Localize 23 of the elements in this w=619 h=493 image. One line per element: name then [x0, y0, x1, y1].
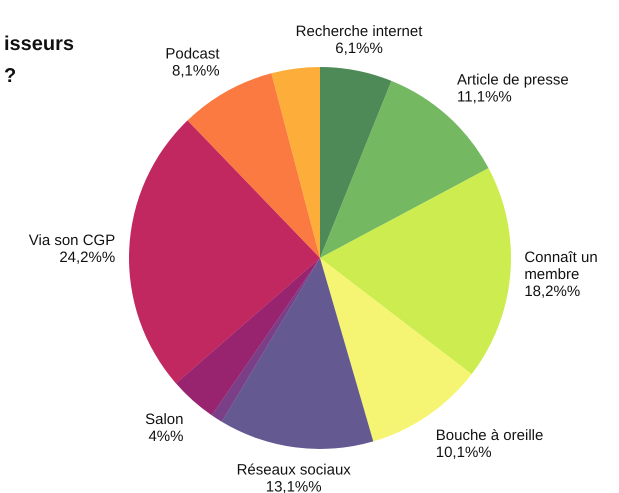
data-label: 13,1%% [266, 478, 322, 493]
slice-label: Recherche internet [296, 22, 424, 40]
slice-label: Podcast [165, 45, 220, 62]
pie-slice [271, 67, 320, 258]
data-label: 6,1%% [335, 40, 383, 57]
slice-label: Réseaux sociaux [236, 461, 352, 478]
data-label: 4%% [148, 428, 184, 445]
data-label: 24,2%% [59, 248, 116, 266]
slice-label: Via son CGP [28, 232, 116, 249]
data-label: 11,1%% [457, 88, 512, 106]
data-label: 18,2%% [524, 283, 580, 300]
data-label: 8,1%% [172, 62, 220, 80]
slice-label: Salon [145, 410, 184, 428]
pie-slice [222, 258, 374, 449]
slice-label: Article de presse [457, 72, 569, 89]
slice-label: Connaît un membre [524, 249, 598, 284]
pie-slice [129, 120, 320, 384]
text: isseurs ? [4, 33, 74, 87]
pie-slice [320, 67, 392, 258]
slice-label: Bouche à oreille [436, 427, 544, 444]
pie-slice [320, 168, 511, 374]
data-label: 10,1%% [436, 444, 492, 462]
pie-slice [212, 258, 320, 422]
